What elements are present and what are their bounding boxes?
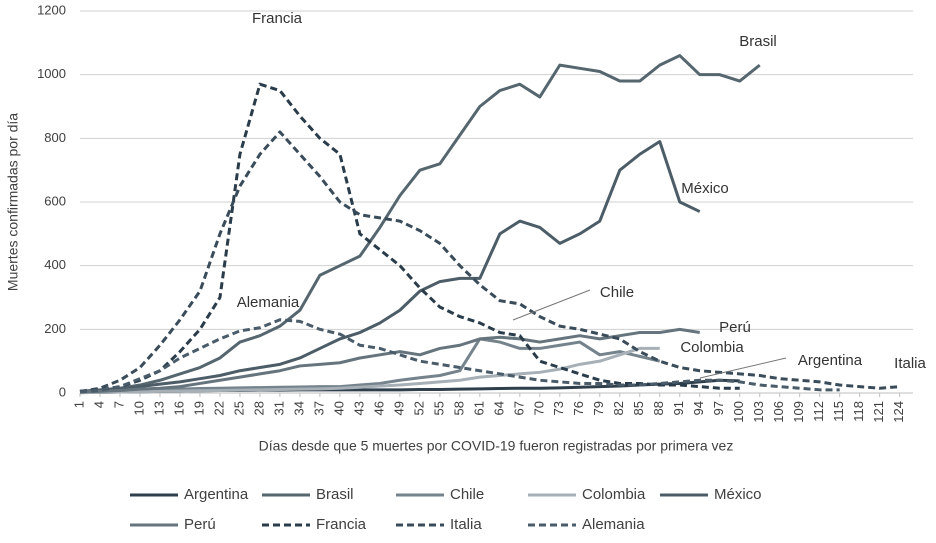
annotation: Alemania bbox=[237, 294, 300, 311]
x-axis-label: Días desde que 5 muertes por COVID-19 fu… bbox=[259, 438, 734, 454]
x-tick-label: 37 bbox=[311, 401, 326, 415]
x-tick-label: 40 bbox=[331, 401, 346, 415]
x-tick-label: 118 bbox=[851, 401, 866, 422]
legend-label: Brasil bbox=[316, 486, 354, 503]
annotation: Brasil bbox=[739, 33, 777, 50]
x-tick-label: 34 bbox=[291, 401, 306, 415]
legend-label: Colombia bbox=[582, 486, 646, 503]
series-line bbox=[79, 130, 900, 393]
series-line bbox=[79, 318, 840, 394]
x-tick-label: 4 bbox=[91, 401, 106, 408]
x-tick-label: 10 bbox=[131, 401, 146, 415]
x-tick-label: 16 bbox=[171, 401, 186, 415]
annotation: Francia bbox=[252, 10, 303, 27]
y-tick-label: 0 bbox=[59, 384, 66, 399]
annotation: Chile bbox=[600, 284, 634, 301]
x-tick-label: 67 bbox=[511, 401, 526, 415]
x-tick-label: 31 bbox=[271, 401, 286, 415]
x-tick-label: 43 bbox=[351, 401, 366, 415]
x-tick-label: 64 bbox=[491, 401, 506, 415]
x-tick-label: 85 bbox=[631, 401, 646, 415]
legend-label: México bbox=[714, 486, 762, 503]
y-tick-label: 1200 bbox=[37, 2, 66, 17]
x-tick-label: 28 bbox=[251, 401, 266, 415]
x-tick-label: 1 bbox=[71, 401, 86, 408]
x-tick-label: 58 bbox=[451, 401, 466, 415]
y-tick-label: 1000 bbox=[37, 66, 66, 81]
x-tick-label: 100 bbox=[731, 401, 746, 423]
x-tick-label: 61 bbox=[471, 401, 486, 415]
x-tick-label: 91 bbox=[671, 401, 686, 415]
x-tick-label: 49 bbox=[391, 401, 406, 415]
series-line bbox=[79, 140, 701, 393]
x-tick-label: 79 bbox=[591, 401, 606, 415]
x-tick-label: 46 bbox=[371, 401, 386, 415]
x-tick-label: 112 bbox=[811, 401, 826, 422]
y-tick-label: 400 bbox=[44, 257, 66, 272]
leader bbox=[699, 357, 787, 379]
legend-label: Francia bbox=[316, 516, 367, 533]
annotation: Argentina bbox=[798, 352, 863, 369]
x-tick-label: 13 bbox=[151, 401, 166, 415]
annotation: Italia bbox=[894, 355, 926, 372]
x-tick-label: 70 bbox=[531, 401, 546, 415]
series-line bbox=[79, 327, 700, 394]
x-tick-label: 97 bbox=[711, 401, 726, 415]
series-line bbox=[79, 54, 761, 393]
x-tick-label: 55 bbox=[431, 401, 446, 415]
y-tick-label: 600 bbox=[44, 193, 66, 208]
x-tick-label: 76 bbox=[571, 401, 586, 415]
legend-label: Italia bbox=[450, 516, 482, 533]
x-tick-label: 73 bbox=[551, 401, 566, 415]
x-tick-label: 25 bbox=[231, 401, 246, 415]
y-tick-label: 800 bbox=[44, 130, 66, 145]
legend-label: Perú bbox=[184, 516, 216, 533]
x-tick-label: 103 bbox=[751, 401, 766, 423]
x-tick-label: 109 bbox=[791, 401, 806, 423]
x-tick-label: 94 bbox=[691, 401, 706, 415]
y-tick-label: 200 bbox=[44, 321, 66, 336]
legend-label: Chile bbox=[450, 486, 484, 503]
x-tick-label: 115 bbox=[831, 401, 846, 422]
x-tick-label: 52 bbox=[411, 401, 426, 415]
legend-label: Argentina bbox=[184, 486, 249, 503]
x-tick-label: 22 bbox=[211, 401, 226, 415]
y-axis-label: Muertes confirmadas por día bbox=[5, 113, 21, 291]
annotation: México bbox=[681, 180, 729, 197]
x-tick-label: 106 bbox=[771, 401, 786, 423]
annotation: Perú bbox=[719, 319, 751, 336]
x-tick-label: 82 bbox=[611, 401, 626, 415]
series-line bbox=[79, 337, 661, 394]
leader bbox=[512, 289, 591, 321]
x-tick-label: 19 bbox=[191, 401, 206, 415]
x-tick-label: 121 bbox=[871, 401, 886, 423]
x-tick-label: 124 bbox=[891, 401, 906, 423]
legend-label: Alemania bbox=[582, 516, 645, 533]
annotation: Colombia bbox=[680, 339, 744, 356]
x-tick-label: 88 bbox=[651, 401, 666, 415]
series-line bbox=[79, 82, 740, 393]
x-tick-label: 7 bbox=[111, 401, 126, 408]
